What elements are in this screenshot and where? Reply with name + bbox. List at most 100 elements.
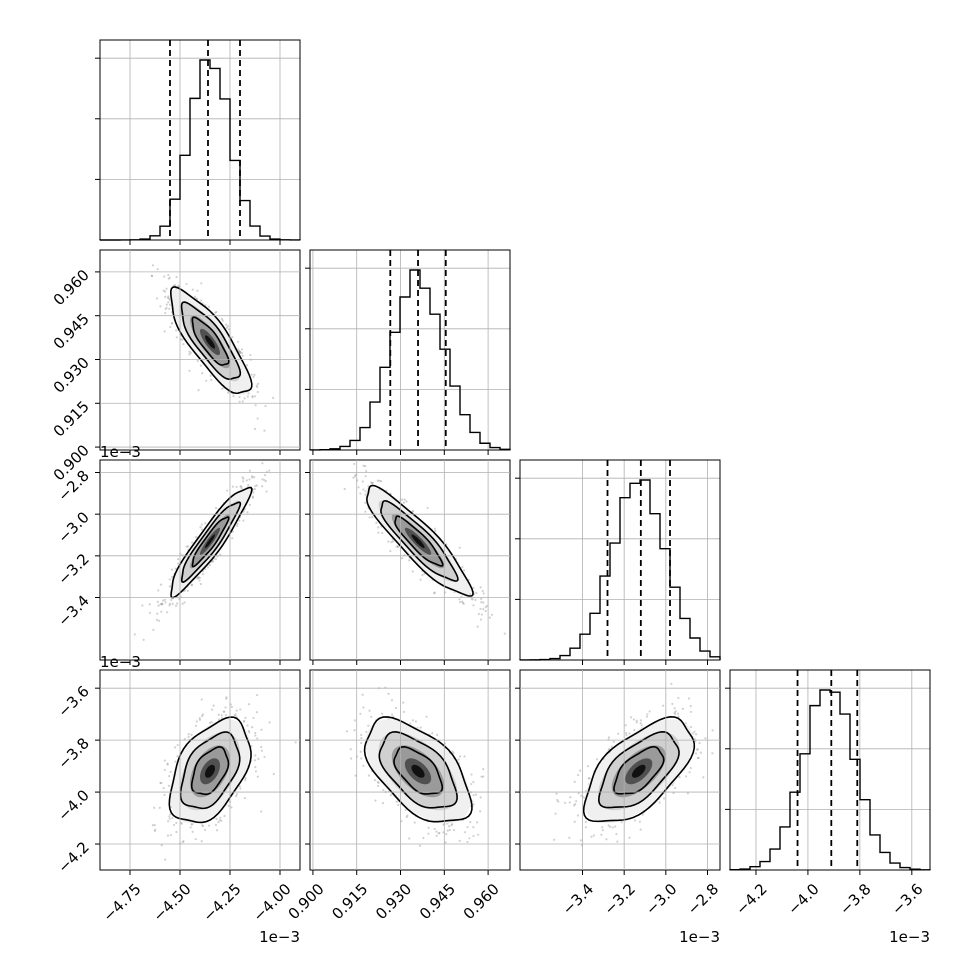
- contour-line-1: [180, 301, 242, 380]
- scatter-point: [246, 724, 249, 727]
- pair-panel-3-2: [519, 669, 721, 871]
- scatter-point: [170, 598, 173, 601]
- scatter-point: [164, 601, 167, 604]
- contour-line-0: [168, 716, 252, 824]
- scatter-point: [168, 817, 171, 820]
- scatter-point: [458, 546, 461, 549]
- scatter-point: [368, 516, 371, 519]
- scatter-point: [233, 714, 237, 717]
- scatter-point: [268, 721, 271, 724]
- scatter-point: [148, 611, 152, 614]
- scatter-point: [450, 824, 453, 827]
- scatter-point: [248, 478, 251, 481]
- scatter-point: [370, 482, 373, 485]
- scatter-point: [157, 589, 160, 592]
- scatter-point: [402, 710, 405, 713]
- scatter-point: [422, 836, 425, 840]
- scatter-point: [210, 378, 213, 381]
- scatter-point: [608, 748, 611, 751]
- scatter-point: [474, 598, 477, 602]
- scatter-point: [230, 705, 233, 709]
- scatter-point: [227, 804, 230, 808]
- scatter-point: [611, 826, 614, 829]
- contour-line-2: [191, 516, 230, 568]
- scatter-point: [167, 301, 170, 304]
- scatter-point: [176, 743, 179, 747]
- scatter-point: [166, 611, 169, 614]
- scatter-point: [199, 582, 202, 586]
- scatter-point: [260, 728, 263, 731]
- scatter-point: [159, 603, 162, 606]
- scatter-point: [404, 808, 407, 812]
- histogram-3: [729, 689, 931, 871]
- scatter-point: [646, 713, 649, 716]
- scatter-point: [181, 840, 185, 844]
- scatter-point: [211, 560, 214, 563]
- scatter-point: [220, 819, 223, 822]
- scatter-point: [253, 427, 257, 431]
- scatter-point: [141, 604, 144, 607]
- scatter-point: [175, 329, 178, 332]
- scatter-point: [503, 632, 506, 635]
- scatter-point: [239, 350, 242, 353]
- scatter-point: [375, 521, 378, 524]
- scatter-point: [223, 710, 226, 713]
- scatter-point: [359, 492, 362, 495]
- scatter-point: [365, 730, 368, 733]
- scatter-point: [169, 325, 172, 329]
- scatter-point: [242, 519, 245, 522]
- hist-frame-3: [729, 669, 931, 871]
- scatter-point: [401, 498, 404, 501]
- scatter-point: [711, 729, 714, 732]
- scatter-point: [377, 531, 380, 534]
- scatter-point: [168, 815, 171, 818]
- scatter-point: [170, 322, 174, 325]
- scatter-point: [247, 483, 250, 487]
- scatter-point: [488, 616, 491, 619]
- scatter-point: [472, 780, 475, 784]
- scatter-point: [238, 519, 241, 522]
- scatter-point: [255, 484, 259, 487]
- scatter-point: [406, 814, 409, 817]
- contour-line-2: [393, 746, 444, 795]
- scatter-point: [214, 506, 218, 510]
- scatter-point: [395, 800, 398, 803]
- scatter-point: [250, 373, 253, 376]
- scatter-point: [133, 633, 136, 636]
- scatter-point: [433, 591, 436, 594]
- scatter-point: [153, 829, 156, 832]
- scatter-point: [427, 832, 430, 835]
- scatter-point: [353, 475, 357, 478]
- scatter-point: [220, 717, 224, 720]
- scatter-point: [421, 574, 424, 577]
- scatter-point: [359, 750, 362, 753]
- scatter-point: [639, 722, 642, 725]
- scatter-point: [148, 603, 151, 606]
- scatter-point: [201, 824, 204, 827]
- scatter-point: [225, 323, 228, 326]
- scatter-point: [260, 745, 263, 749]
- scatter-point: [251, 395, 254, 398]
- scatter-point: [208, 824, 211, 827]
- scatter-point: [198, 576, 201, 579]
- scatter-point: [155, 297, 159, 300]
- scatter-point: [451, 750, 454, 753]
- scatter-point: [224, 706, 227, 709]
- scatter-point: [162, 289, 165, 292]
- scatter-point: [175, 821, 178, 825]
- scatter-point: [414, 720, 417, 723]
- scatter-point: [253, 487, 256, 491]
- scatter-point: [371, 516, 374, 519]
- scatter-point: [390, 541, 393, 544]
- scatter-point: [437, 832, 440, 835]
- scatter-point: [160, 782, 163, 785]
- scatter-point: [452, 828, 456, 832]
- scatter-point: [191, 822, 194, 825]
- scatter-point: [151, 274, 154, 278]
- scatter-point: [239, 787, 242, 790]
- scatter-point: [387, 540, 390, 543]
- scatter-point: [360, 757, 363, 760]
- scatter-point: [239, 351, 242, 354]
- scatter-point: [362, 706, 365, 709]
- scatter-point: [163, 759, 166, 762]
